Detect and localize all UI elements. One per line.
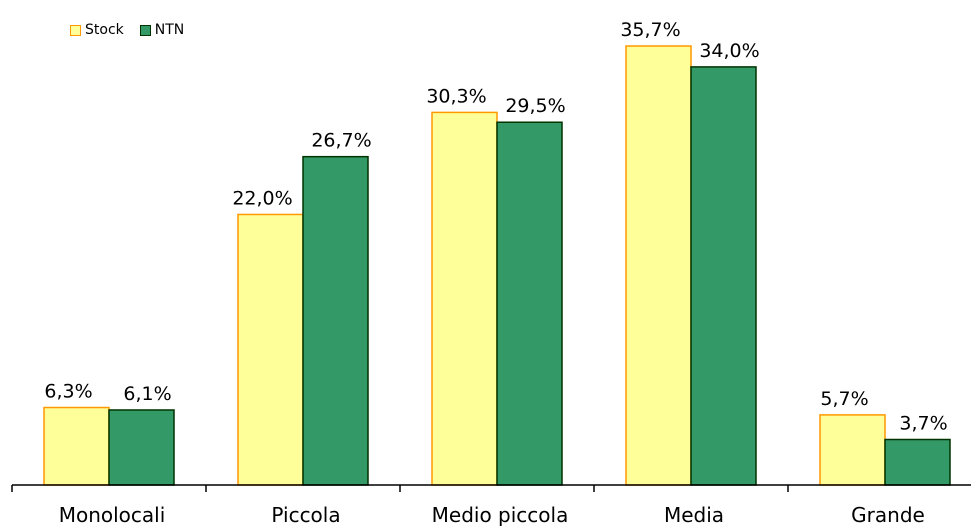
bar-stock-media (625, 45, 692, 486)
bar-stock-grande (819, 414, 886, 486)
bar-stock-medio-piccola (431, 111, 498, 486)
data-label-ntn-1: 6,1% (123, 383, 171, 405)
bar-ntn-media (690, 66, 757, 486)
legend-swatch-stock (70, 24, 81, 36)
bar-stock-monolocali (43, 406, 110, 486)
legend-label-stock: Stock (85, 22, 124, 38)
bar-ntn-piccola (302, 155, 369, 486)
bar-stock-piccola (237, 213, 304, 486)
category-label-4: Media (664, 503, 724, 526)
data-label-ntn-2: 26,7% (311, 130, 371, 152)
bar-ntn-grande (884, 438, 951, 486)
category-label-2: Piccola (271, 503, 340, 526)
category-label-5: Grande (851, 503, 925, 526)
bar-ntn-monolocali (108, 409, 175, 486)
legend-item-ntn: NTN (139, 22, 185, 38)
data-label-ntn-5: 3,7% (899, 413, 947, 435)
data-label-stock-2: 22,0% (232, 187, 292, 209)
data-label-ntn-3: 29,5% (505, 95, 565, 117)
category-label-1: Monolocali (59, 503, 166, 526)
data-label-ntn-4: 34,0% (699, 40, 759, 62)
data-label-stock-1: 6,3% (44, 381, 92, 403)
data-label-stock-5: 5,7% (820, 388, 868, 410)
legend-item-stock: Stock (70, 22, 124, 38)
bar-ntn-medio-piccola (496, 121, 563, 486)
data-label-stock-4: 35,7% (620, 19, 680, 41)
legend-swatch-ntn (139, 24, 151, 36)
data-label-stock-3: 30,3% (426, 85, 486, 107)
category-label-3: Medio piccola (432, 503, 569, 526)
chart-legend: Stock NTN (70, 22, 200, 38)
legend-label-ntn: NTN (154, 22, 185, 38)
